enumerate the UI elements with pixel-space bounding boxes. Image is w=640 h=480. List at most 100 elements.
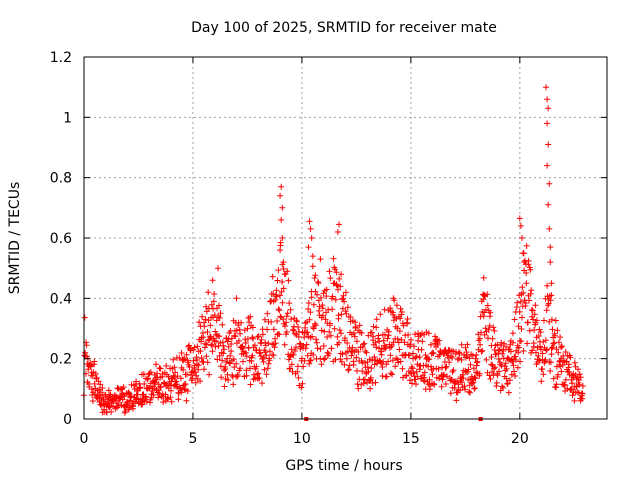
- data-point: [372, 379, 379, 386]
- data-point-peak: [543, 84, 549, 91]
- data-point: [307, 309, 314, 316]
- data-point: [509, 330, 516, 337]
- data-point: [209, 348, 216, 355]
- data-point: [281, 341, 288, 348]
- data-point: [460, 375, 467, 381]
- data-point: [520, 348, 527, 354]
- data-point: [190, 357, 197, 364]
- data-point: [474, 358, 481, 365]
- data-point-peak: [546, 225, 553, 232]
- data-point: [539, 366, 546, 372]
- data-point-peak: [277, 192, 284, 199]
- data-point: [489, 369, 496, 375]
- data-point: [427, 341, 434, 348]
- data-point: [228, 348, 235, 355]
- data-point-peak: [317, 256, 324, 263]
- data-point: [335, 312, 342, 319]
- data-point: [172, 369, 179, 376]
- data-point: [499, 350, 506, 357]
- data-point: [371, 354, 378, 360]
- data-point: [224, 355, 231, 362]
- data-point: [298, 384, 305, 391]
- data-point: [288, 346, 295, 353]
- data-point: [545, 300, 552, 307]
- data-point: [300, 363, 307, 370]
- data-point: [413, 381, 419, 388]
- data-point: [532, 302, 539, 309]
- data-point: [263, 371, 270, 378]
- data-point: [178, 350, 185, 356]
- data-point: [176, 354, 183, 361]
- data-point-peak: [547, 244, 554, 251]
- x-axis-label: GPS time / hours: [285, 458, 402, 474]
- data-point: [478, 348, 485, 355]
- data-point: [232, 333, 239, 340]
- data-point: [192, 369, 199, 376]
- data-point: [294, 363, 301, 370]
- data-point-peak: [308, 235, 315, 241]
- data-point: [207, 333, 214, 340]
- data-point: [352, 323, 359, 330]
- chart-title: Day 100 of 2025, SRMTID for receiver mat…: [191, 20, 497, 36]
- data-point: [212, 343, 219, 350]
- data-point: [414, 373, 421, 380]
- data-point: [551, 332, 558, 339]
- data-point: [372, 356, 379, 363]
- data-point: [541, 317, 547, 324]
- data-point: [118, 402, 125, 409]
- data-point: [141, 381, 148, 387]
- data-point: [184, 371, 190, 378]
- data-point: [415, 337, 422, 344]
- data-point: [254, 334, 261, 340]
- data-point: [542, 356, 549, 363]
- data-point: [426, 356, 433, 363]
- data-point: [556, 339, 562, 346]
- data-point-peak: [545, 105, 552, 112]
- data-point: [120, 384, 127, 391]
- data-point: [392, 363, 399, 370]
- data-point: [421, 369, 428, 376]
- data-point: [116, 396, 123, 402]
- data-point: [216, 314, 223, 321]
- data-point: [283, 319, 290, 326]
- data-point: [537, 343, 544, 350]
- data-point: [199, 313, 206, 320]
- data-point: [575, 366, 581, 373]
- data-point: [273, 287, 280, 294]
- data-points: [80, 84, 586, 421]
- data-point: [484, 302, 491, 309]
- data-point: [354, 381, 361, 388]
- data-point: [338, 358, 345, 365]
- data-point: [526, 327, 533, 334]
- data-point: [194, 343, 201, 350]
- data-point: [203, 353, 210, 360]
- data-point: [264, 310, 271, 317]
- data-point: [206, 371, 213, 378]
- data-point: [379, 373, 386, 379]
- data-point: [270, 291, 277, 298]
- data-point: [295, 324, 302, 330]
- data-point: [533, 349, 539, 356]
- data-point: [334, 333, 341, 340]
- data-point: [370, 323, 377, 330]
- data-point: [170, 356, 177, 363]
- data-point: [566, 371, 573, 378]
- data-point: [231, 364, 238, 371]
- data-point: [291, 348, 298, 354]
- data-point: [408, 336, 414, 343]
- data-point: [396, 346, 403, 353]
- data-point-peak: [278, 216, 285, 223]
- data-point: [255, 370, 262, 377]
- data-point-peak: [548, 280, 555, 287]
- data-point: [240, 358, 246, 365]
- data-point: [365, 368, 372, 375]
- data-point: [221, 346, 227, 353]
- data-point: [409, 380, 415, 387]
- data-point: [332, 356, 339, 363]
- data-point: [314, 291, 321, 298]
- data-point: [397, 358, 404, 365]
- data-point: [498, 339, 505, 346]
- data-point: [420, 377, 427, 384]
- data-point: [387, 352, 394, 359]
